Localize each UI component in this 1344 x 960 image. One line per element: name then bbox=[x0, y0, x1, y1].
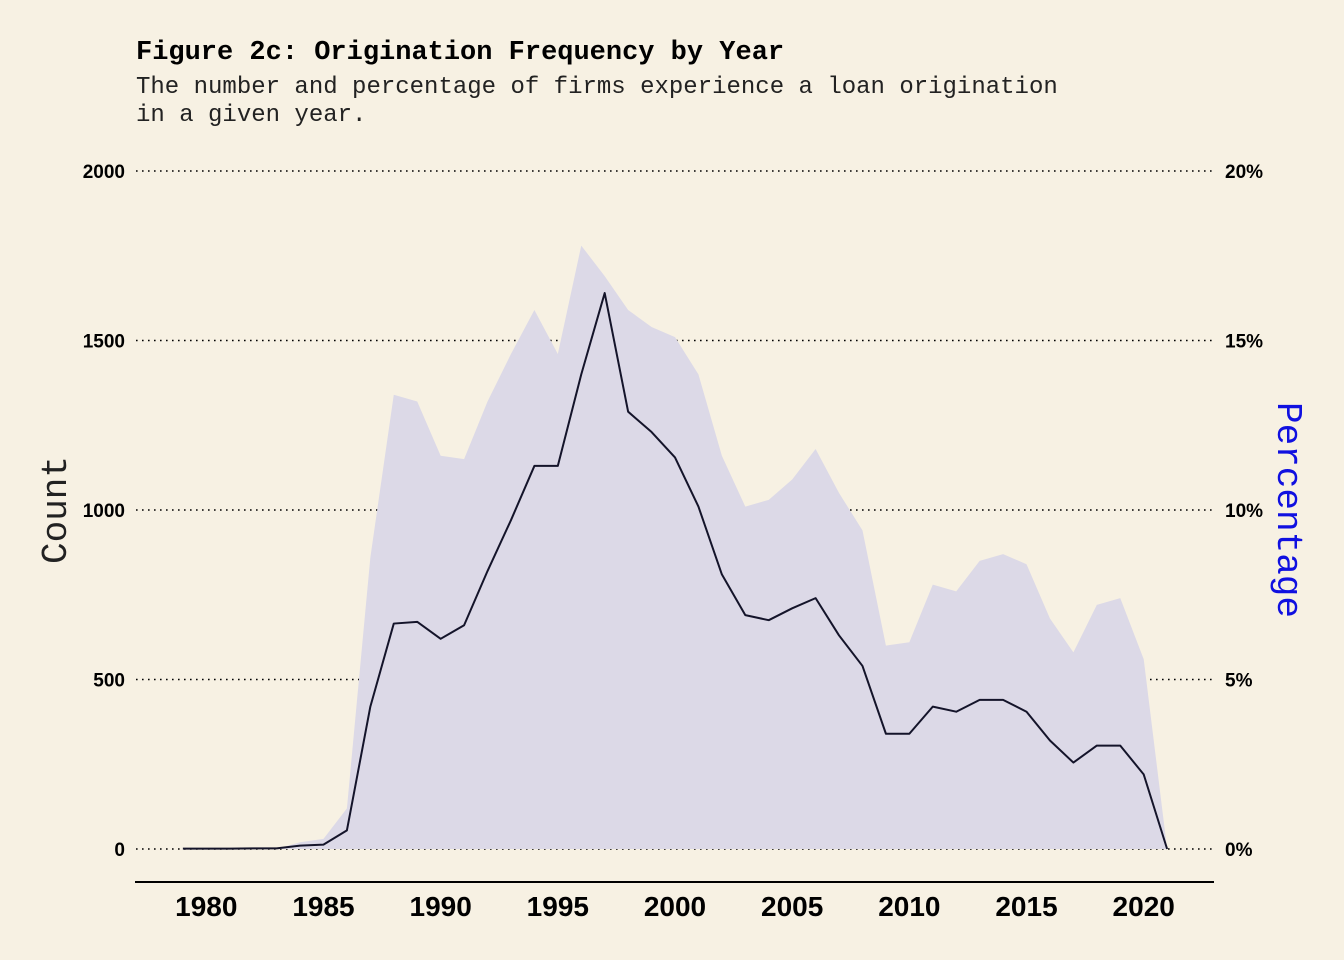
chart-subtitle-line-1: The number and percentage of firms exper… bbox=[136, 74, 1058, 101]
x-tick-label-1980: 1980 bbox=[175, 891, 237, 922]
axis-layer: 0 500 1000 1500 2000 0% 5% 10% 15% 20% 1980 1985 199… bbox=[83, 162, 1263, 922]
y-axis-label-left: Count bbox=[36, 456, 77, 564]
chart-title: Figure 2c: Origination Frequency by Year bbox=[136, 38, 784, 68]
y-tick-label-left-0: 0 bbox=[114, 840, 125, 861]
y-tick-label-right-5: 5% bbox=[1225, 671, 1253, 692]
x-tick-label-1995: 1995 bbox=[527, 891, 589, 922]
percentage-area bbox=[182, 245, 1168, 849]
x-tick-label-2010: 2010 bbox=[878, 891, 940, 922]
y-tick-label-left-500: 500 bbox=[93, 671, 125, 692]
x-tick-label-2000: 2000 bbox=[644, 891, 706, 922]
x-tick-label-1990: 1990 bbox=[410, 891, 472, 922]
x-tick-label-2015: 2015 bbox=[995, 891, 1057, 922]
y-tick-label-left-2000: 2000 bbox=[83, 162, 125, 183]
y-tick-label-right-10: 10% bbox=[1225, 501, 1263, 522]
chart-subtitle-line-2: in a given year. bbox=[136, 102, 366, 129]
y-tick-label-right-20: 20% bbox=[1225, 162, 1263, 183]
x-tick-label-2005: 2005 bbox=[761, 891, 823, 922]
count-line bbox=[182, 292, 1169, 850]
area-layer bbox=[182, 245, 1168, 849]
x-tick-label-2020: 2020 bbox=[1113, 891, 1175, 922]
y-tick-label-left-1500: 1500 bbox=[83, 332, 125, 353]
y-axis-label-right: Percentage bbox=[1267, 402, 1308, 618]
y-tick-label-left-1000: 1000 bbox=[83, 501, 125, 522]
y-tick-label-right-15: 15% bbox=[1225, 332, 1263, 353]
y-tick-label-right-0: 0% bbox=[1225, 840, 1253, 861]
x-tick-label-1985: 1985 bbox=[292, 891, 354, 922]
line-layer bbox=[182, 292, 1169, 850]
